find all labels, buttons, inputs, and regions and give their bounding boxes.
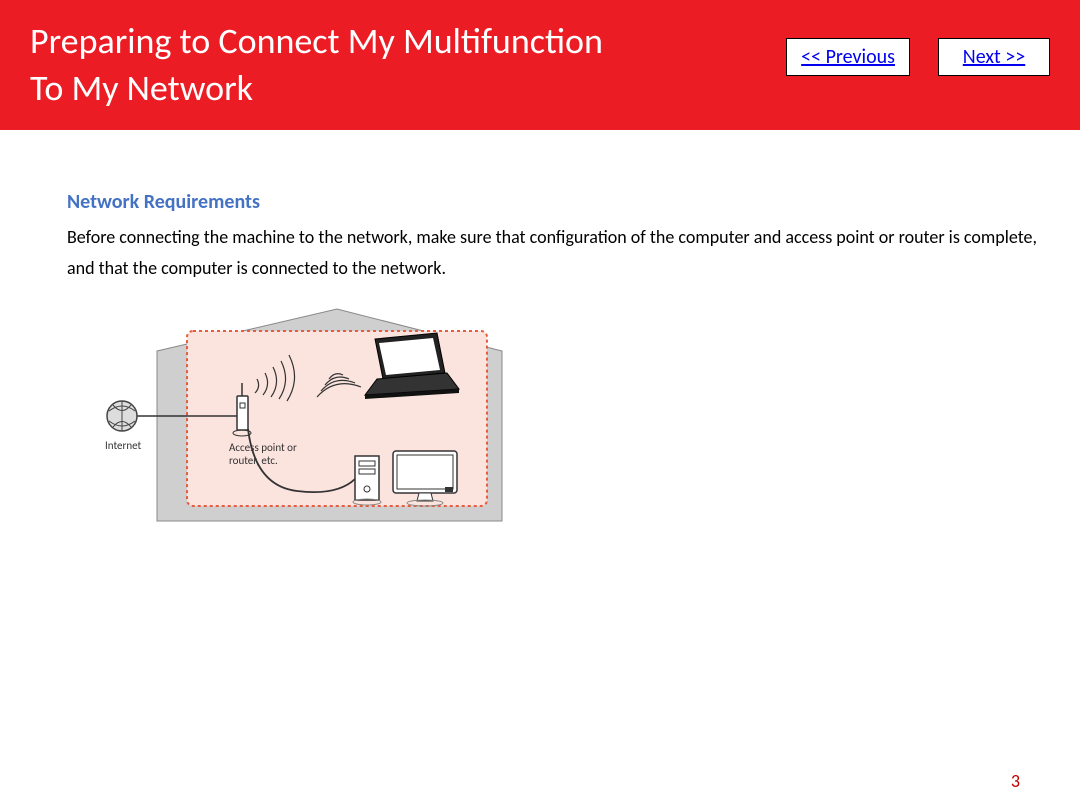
- body-text: Before connecting the machine to the net…: [67, 222, 1040, 283]
- next-button[interactable]: Next >>: [938, 38, 1050, 76]
- page-number: 3: [1011, 770, 1020, 792]
- ap-label-1: Access point or: [229, 441, 297, 454]
- page-title: Preparing to Connect My Multifunction To…: [30, 18, 603, 112]
- desktop-icon: [353, 456, 381, 505]
- internet-label: Internet: [105, 439, 142, 452]
- section-heading: Network Requirements: [67, 190, 1040, 214]
- nav-buttons: << Previous Next >>: [786, 38, 1050, 76]
- title-line2: To My Network: [30, 66, 253, 110]
- previous-button[interactable]: << Previous: [786, 38, 910, 76]
- content-area: Network Requirements Before connecting t…: [0, 130, 1080, 531]
- network-diagram: Internet Access point or router, etc.: [97, 301, 1040, 531]
- title-line1: Preparing to Connect My Multifunction: [30, 19, 603, 63]
- header-bar: Preparing to Connect My Multifunction To…: [0, 0, 1080, 130]
